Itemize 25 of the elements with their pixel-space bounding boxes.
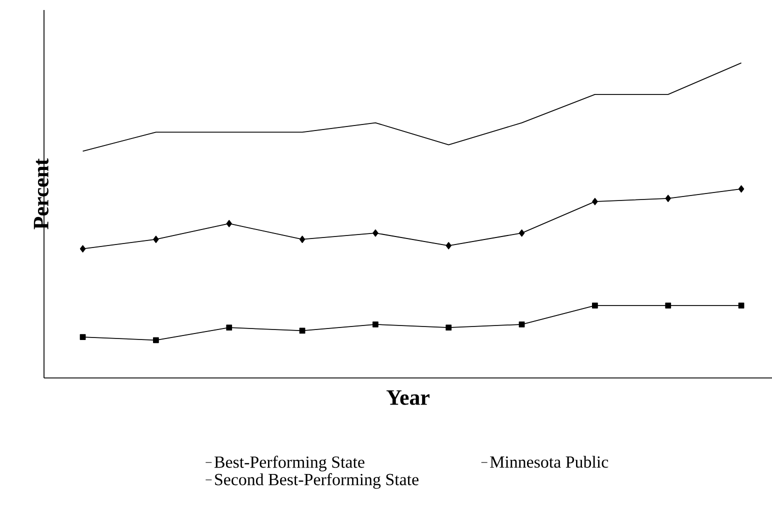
- y-axis-title: Percent: [34, 158, 48, 230]
- point: [446, 242, 452, 250]
- point: [738, 302, 744, 308]
- point: [80, 334, 86, 340]
- point: [226, 324, 232, 331]
- x-axis-title: Year: [386, 390, 430, 405]
- point: [299, 328, 306, 334]
- point: [592, 198, 598, 206]
- point: [372, 229, 378, 237]
- point: [738, 185, 744, 193]
- point: [299, 236, 306, 243]
- legend-label: Minnesota Public: [490, 456, 608, 468]
- point: [153, 337, 159, 344]
- point: [665, 302, 672, 308]
- point: [372, 321, 378, 328]
- point: [446, 324, 452, 331]
- point: [518, 229, 525, 237]
- point: [80, 245, 86, 252]
- point: [592, 302, 598, 308]
- legend-label: Second Best-Performing State: [215, 473, 418, 489]
- point: [153, 236, 159, 243]
- point: [226, 220, 232, 228]
- point: [665, 194, 671, 202]
- point: [518, 321, 525, 328]
- legend-label: Best-Performing State: [214, 456, 364, 472]
